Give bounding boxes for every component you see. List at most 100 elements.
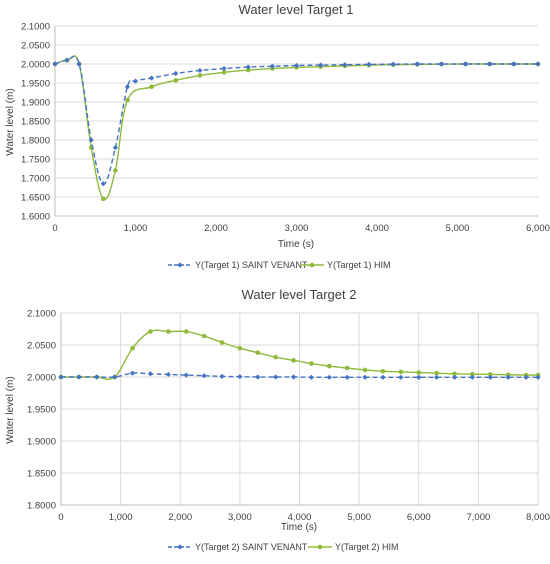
legend-marker — [177, 262, 183, 268]
data-point — [416, 370, 422, 375]
data-point — [52, 61, 58, 67]
y-axis-label: Water level (m) — [5, 376, 16, 443]
data-point — [327, 363, 332, 369]
data-point — [245, 67, 251, 73]
x-tick-label: 5,000 — [347, 512, 371, 523]
x-tick-label: 5,000 — [446, 223, 470, 234]
data-point — [487, 61, 493, 67]
x-tick-label: 6,000 — [407, 512, 431, 523]
series-line — [54, 55, 538, 185]
x-tick-label: 1,000 — [124, 223, 148, 234]
x-tick-label: 4,000 — [365, 223, 389, 234]
y-tick-label: 2.0500 — [27, 341, 56, 352]
data-point — [269, 63, 275, 69]
data-point — [173, 78, 179, 83]
x-tick-label: 2,000 — [204, 223, 228, 234]
y-tick-label: 1.9500 — [27, 405, 56, 416]
y-axis-label: Water level (m) — [5, 88, 16, 155]
data-point — [221, 70, 227, 75]
legend-label: Y(Target 1) HIM — [327, 260, 391, 270]
data-point — [173, 70, 179, 77]
data-point — [309, 361, 314, 366]
legend-label: Y(Target 2) HIM — [335, 542, 399, 552]
x-tick-label: 6,000 — [526, 223, 550, 234]
x-tick-label: 8,000 — [526, 512, 550, 523]
data-point — [64, 57, 70, 63]
y-tick-label: 1.9500 — [21, 79, 50, 90]
data-point — [462, 61, 469, 67]
data-point — [434, 374, 440, 380]
x-tick-label: 1,000 — [109, 512, 133, 523]
data-point — [149, 75, 155, 81]
data-point — [132, 78, 139, 84]
y-tick-label: 1.7500 — [21, 155, 50, 166]
data-point — [344, 365, 350, 371]
legend: Y(Target 1) SAINT VENANT Y(Target 1) HIM — [168, 260, 391, 270]
data-point — [255, 374, 261, 380]
data-point — [112, 374, 118, 380]
data-point — [523, 374, 529, 380]
x-tick-label: 3,000 — [285, 223, 309, 234]
data-point — [308, 374, 315, 380]
data-point — [318, 62, 324, 68]
data-point — [219, 373, 225, 379]
data-point — [237, 374, 243, 380]
data-point — [344, 374, 350, 380]
data-point — [94, 374, 100, 380]
y-tick-label: 2.0000 — [21, 60, 50, 71]
chart-target-1: Water level Target 1 Water level (m) Tim… — [5, 2, 550, 270]
y-tick-label: 2.1000 — [21, 22, 50, 33]
data-point — [342, 62, 348, 68]
data-point — [380, 368, 386, 374]
legend-label: Y(Target 2) SAINT VENANT — [195, 542, 308, 552]
x-tick-label: 4,000 — [288, 512, 312, 523]
data-point — [130, 345, 135, 351]
data-point — [201, 333, 207, 339]
data-point — [487, 374, 493, 380]
legend-entry: Y(Target 1) HIM — [300, 260, 391, 270]
legend-entry: Y(Target 2) HIM — [308, 542, 399, 552]
data-point — [113, 168, 118, 173]
data-point — [434, 370, 439, 376]
series-saint-venant — [52, 55, 541, 187]
data-point — [245, 64, 251, 70]
data-point — [165, 371, 171, 378]
x-tick-label: 3,000 — [228, 512, 252, 523]
data-point — [149, 84, 154, 90]
y-tick-label: 1.8500 — [21, 117, 50, 128]
x-tick-label: 0 — [52, 223, 57, 234]
data-point — [255, 350, 261, 355]
legend-label: Y(Target 1) SAINT VENANT — [195, 260, 308, 270]
x-tick-label: 0 — [58, 512, 63, 523]
data-point — [470, 371, 475, 377]
data-point — [438, 61, 444, 67]
data-point — [291, 358, 296, 363]
data-point — [293, 62, 300, 69]
data-point — [58, 374, 64, 380]
data-point — [124, 84, 131, 90]
x-tick-label: 7,000 — [466, 512, 490, 523]
y-tick-label: 1.6500 — [21, 193, 50, 204]
data-point — [219, 340, 225, 345]
data-point — [326, 374, 332, 380]
legend-marker — [177, 544, 183, 550]
data-point — [183, 329, 189, 334]
data-point — [488, 372, 493, 377]
data-point — [451, 374, 458, 380]
x-axis-label: Time (s) — [278, 239, 314, 250]
legend-marker — [317, 544, 323, 550]
data-point — [511, 61, 517, 67]
data-point — [535, 61, 541, 67]
data-point — [147, 371, 154, 377]
series-him — [52, 55, 541, 202]
chart-title: Water level Target 1 — [239, 2, 354, 17]
chart-target-2: Water level Target 2 Water level (m) Tim… — [5, 287, 550, 552]
y-tick-label: 1.9000 — [27, 437, 56, 448]
data-point — [398, 369, 404, 375]
data-point — [100, 181, 106, 187]
data-point — [197, 67, 203, 74]
data-point — [414, 61, 420, 67]
data-point — [201, 373, 207, 379]
data-point — [290, 374, 297, 380]
